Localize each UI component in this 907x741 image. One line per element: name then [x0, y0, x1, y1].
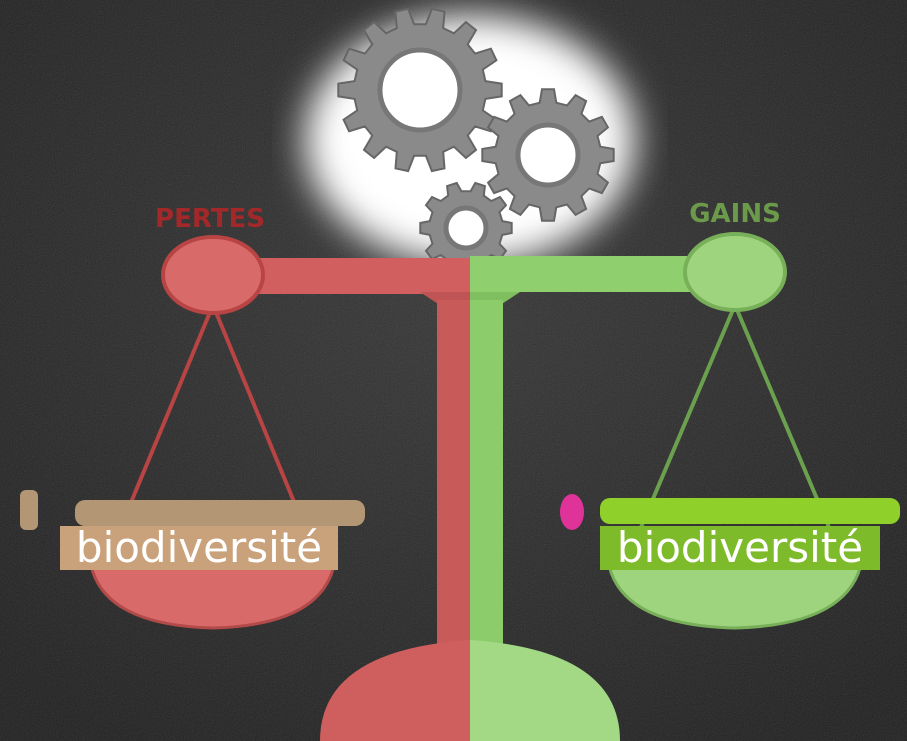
left-plants	[20, 490, 365, 530]
gears	[337, 7, 615, 275]
gear-hole	[515, 122, 581, 188]
right-pan	[606, 558, 864, 630]
left-knob	[161, 235, 265, 315]
gear-hole	[377, 47, 463, 133]
right-title: GAINS	[689, 199, 781, 229]
right-plants	[600, 498, 900, 524]
right-label-box	[600, 526, 880, 570]
right-knob	[683, 232, 787, 312]
right-post	[470, 300, 503, 655]
left-label-box	[60, 526, 338, 570]
left-base	[320, 640, 470, 741]
gear-hole	[443, 205, 489, 251]
right-label: biodiversité	[617, 523, 863, 572]
flower	[560, 494, 584, 530]
left-post	[437, 300, 470, 655]
right-base	[470, 640, 620, 741]
left-pan	[88, 558, 337, 630]
left-label: biodiversité	[76, 523, 322, 572]
left-title: PERTES	[155, 204, 265, 234]
